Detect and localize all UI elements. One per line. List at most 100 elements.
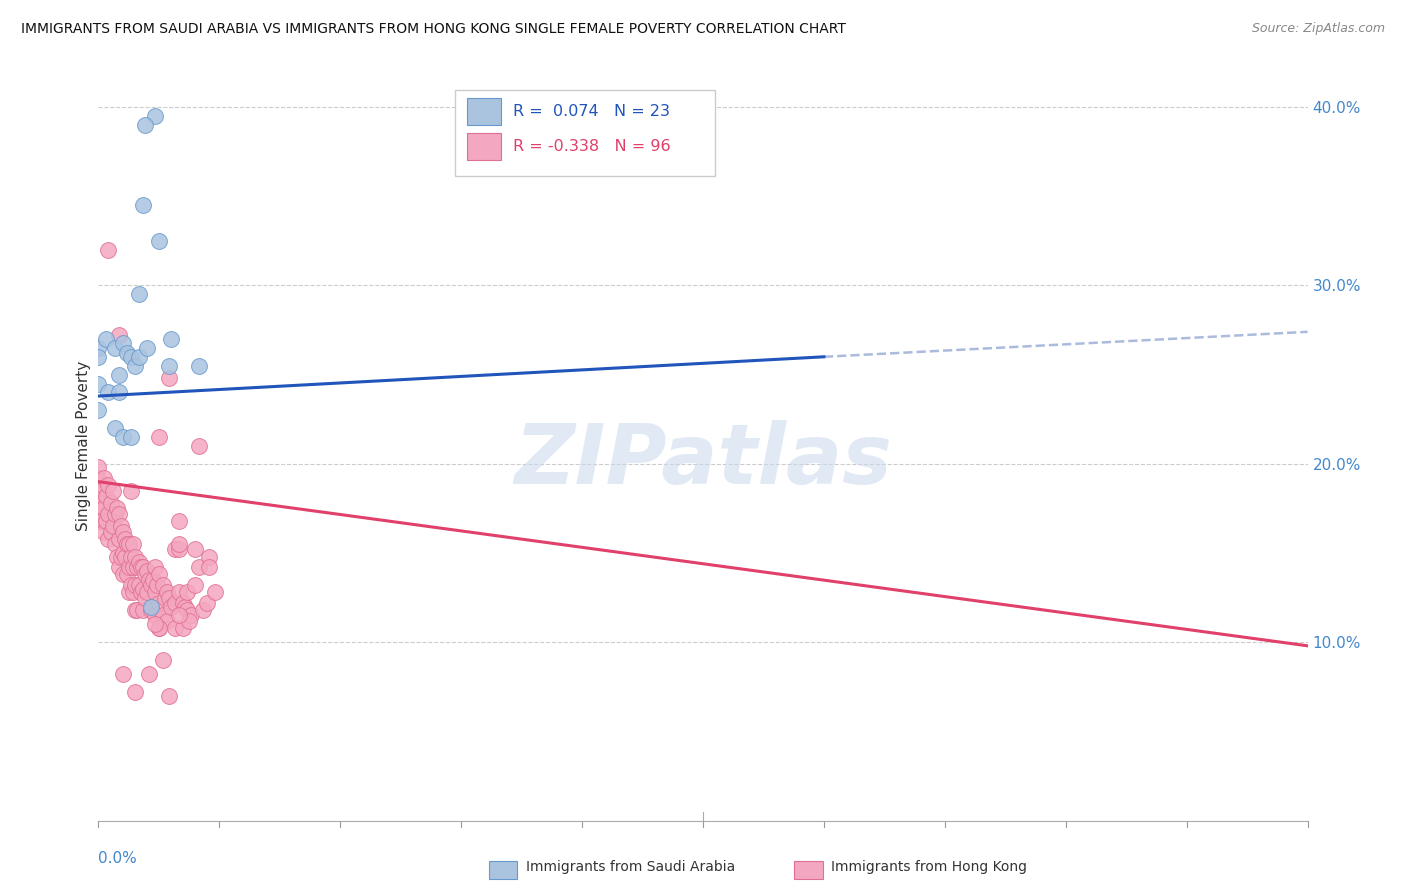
Point	[163, 621, 186, 635]
Point	[184, 542, 207, 557]
Point	[148, 596, 170, 610]
Point	[105, 549, 128, 564]
Point	[167, 537, 190, 551]
Point	[160, 599, 183, 614]
Text: R = -0.338   N = 96: R = -0.338 N = 96	[513, 139, 671, 153]
Point	[142, 573, 165, 587]
Point	[156, 614, 179, 628]
Point	[101, 519, 124, 533]
Point	[139, 603, 162, 617]
Point	[125, 560, 148, 574]
Point	[103, 421, 125, 435]
Point	[111, 335, 134, 350]
Point	[139, 578, 162, 592]
Text: Source: ZipAtlas.com: Source: ZipAtlas.com	[1251, 22, 1385, 36]
Point	[87, 350, 110, 364]
Point	[101, 483, 124, 498]
Text: 0.0%: 0.0%	[98, 851, 138, 865]
Point	[135, 341, 157, 355]
Point	[107, 532, 129, 546]
Point	[124, 359, 146, 373]
Point	[111, 567, 134, 582]
Point	[124, 549, 146, 564]
Point	[167, 542, 190, 557]
Point	[87, 403, 110, 417]
Point	[128, 555, 150, 569]
Point	[120, 578, 142, 592]
Point	[139, 599, 162, 614]
Point	[152, 578, 174, 592]
Point	[132, 560, 155, 574]
Point	[172, 596, 194, 610]
Point	[118, 585, 141, 599]
Point	[111, 430, 134, 444]
Point	[93, 501, 115, 516]
Point	[143, 560, 166, 574]
Point	[97, 532, 120, 546]
Point	[110, 519, 132, 533]
Point	[152, 653, 174, 667]
Point	[129, 585, 152, 599]
Point	[134, 567, 156, 582]
Point	[121, 585, 143, 599]
Point	[96, 332, 118, 346]
Point	[105, 501, 128, 516]
Point	[115, 346, 138, 360]
Point	[174, 599, 197, 614]
Point	[167, 608, 190, 623]
Point	[152, 608, 174, 623]
Point	[146, 578, 169, 592]
Point	[124, 603, 146, 617]
Point	[163, 542, 186, 557]
Point	[167, 585, 190, 599]
Point	[157, 689, 180, 703]
Point	[97, 385, 120, 400]
Point	[97, 507, 120, 521]
Point	[111, 667, 134, 681]
Point	[87, 376, 110, 391]
FancyBboxPatch shape	[467, 97, 501, 125]
Point	[96, 489, 118, 503]
Point	[132, 582, 155, 596]
Point	[97, 478, 120, 492]
Point	[87, 514, 110, 528]
Point	[93, 524, 115, 539]
Point	[132, 603, 155, 617]
Point	[195, 596, 218, 610]
Point	[93, 471, 115, 485]
Point	[188, 560, 211, 574]
Point	[118, 537, 141, 551]
Point	[91, 514, 114, 528]
Point	[87, 471, 110, 485]
Point	[111, 546, 134, 560]
Point	[87, 341, 110, 355]
Point	[204, 585, 226, 599]
Point	[157, 371, 180, 385]
Point	[184, 578, 207, 592]
Point	[87, 507, 110, 521]
Point	[118, 560, 141, 574]
Point	[143, 608, 166, 623]
Point	[198, 549, 221, 564]
Point	[179, 614, 201, 628]
Point	[167, 514, 190, 528]
FancyBboxPatch shape	[456, 90, 716, 177]
Point	[107, 385, 129, 400]
Point	[120, 483, 142, 498]
Point	[107, 507, 129, 521]
Point	[176, 585, 198, 599]
Point	[110, 549, 132, 564]
Point	[125, 603, 148, 617]
Point	[156, 585, 179, 599]
Text: ZIPatlas: ZIPatlas	[515, 420, 891, 501]
Point	[100, 524, 122, 539]
Point	[143, 585, 166, 599]
Point	[180, 608, 202, 623]
Point	[198, 560, 221, 574]
Point	[160, 332, 183, 346]
FancyBboxPatch shape	[467, 133, 501, 160]
Point	[114, 532, 136, 546]
Point	[157, 359, 180, 373]
Point	[107, 368, 129, 382]
Point	[132, 198, 155, 212]
